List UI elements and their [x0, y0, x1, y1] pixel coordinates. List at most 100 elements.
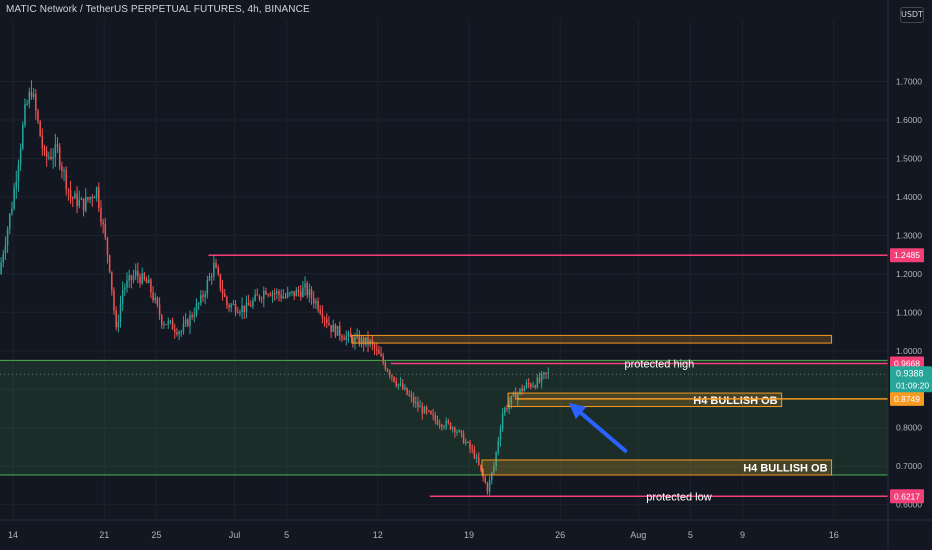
- candle-up: [295, 289, 298, 297]
- candle-up: [464, 442, 467, 444]
- candle-down: [527, 382, 530, 385]
- candle-up: [208, 276, 211, 281]
- x-tick-label: 25: [151, 530, 161, 540]
- candle-up: [517, 393, 519, 400]
- candle-up: [11, 208, 13, 214]
- order-block-zone[interactable]: [481, 459, 833, 476]
- candle-down: [217, 267, 219, 275]
- order-block-zone[interactable]: [351, 334, 833, 344]
- candle-down: [210, 276, 213, 278]
- candle-up: [0, 262, 2, 274]
- candle-down: [321, 313, 324, 319]
- candle-down: [41, 136, 44, 149]
- candle-up: [9, 213, 11, 229]
- candle-up: [291, 291, 293, 293]
- candle-up: [282, 296, 285, 299]
- candle-up: [147, 279, 150, 284]
- candle-down: [349, 332, 352, 338]
- candle-up: [488, 480, 491, 492]
- candle-down: [538, 377, 541, 382]
- candle-down: [339, 325, 341, 336]
- order-block-label: H4 BULLISH OB: [743, 463, 827, 475]
- candle-down: [375, 348, 378, 351]
- candle-up: [369, 340, 371, 345]
- candle-down: [243, 305, 246, 313]
- candle-down: [82, 198, 85, 211]
- candle-up: [204, 293, 206, 298]
- candle-down: [467, 442, 469, 444]
- candle-down: [401, 383, 404, 390]
- currency-button[interactable]: USDT: [900, 7, 924, 23]
- candle-up: [180, 331, 183, 333]
- candle-up: [89, 197, 91, 200]
- y-tick-label: 1.4000: [896, 192, 922, 202]
- candle-down: [158, 304, 161, 316]
- price-level-badge-label: 0.9668: [894, 359, 920, 369]
- candle-up: [286, 292, 289, 297]
- candle-up: [163, 324, 165, 326]
- candle-up: [302, 287, 304, 297]
- x-tick-label: 12: [373, 530, 383, 540]
- candle-up: [74, 193, 76, 199]
- candle-down: [545, 372, 547, 374]
- candle-down: [393, 376, 395, 382]
- candle-up: [252, 300, 254, 307]
- candle-up: [345, 335, 348, 340]
- candle-up: [32, 93, 35, 97]
- price-level-badge-label: 1.2485: [894, 250, 920, 260]
- candle-up: [271, 292, 274, 296]
- candle-down: [191, 315, 193, 318]
- candle-up: [193, 315, 196, 318]
- candle-up: [512, 392, 515, 396]
- candle-down: [111, 271, 113, 291]
- candle-down: [469, 442, 471, 449]
- candle-down: [91, 197, 94, 199]
- candle-down: [258, 295, 261, 299]
- candle-up: [167, 321, 170, 325]
- candle-up: [336, 325, 339, 336]
- y-tick-label: 1.6000: [896, 115, 922, 125]
- candle-down: [145, 279, 148, 284]
- arrow-head: [568, 402, 587, 420]
- candle-down: [39, 121, 41, 137]
- candle-up: [239, 312, 241, 314]
- candle-down: [447, 420, 450, 423]
- candle-down: [37, 110, 39, 122]
- candle-down: [408, 394, 411, 396]
- candle-up: [52, 157, 54, 159]
- candle-down: [43, 148, 46, 152]
- candle-down: [388, 371, 391, 376]
- order-block-zone[interactable]: [507, 392, 783, 408]
- candle-up: [15, 180, 18, 189]
- candle-down: [174, 329, 176, 332]
- candle-up: [178, 332, 180, 335]
- candle-down: [462, 432, 465, 444]
- candle-down: [367, 337, 369, 345]
- candle-down: [226, 296, 228, 306]
- candle-up: [365, 337, 367, 345]
- candle-down: [61, 166, 63, 171]
- candle-down: [486, 482, 489, 492]
- candle-down: [380, 353, 382, 357]
- candle-up: [26, 103, 28, 105]
- candle-down: [56, 144, 59, 147]
- candle-down: [223, 293, 226, 297]
- candle-up: [28, 92, 31, 104]
- candle-up: [24, 103, 26, 125]
- candle-down: [104, 224, 107, 238]
- candle-up: [63, 170, 65, 172]
- x-tick-label: 5: [688, 530, 693, 540]
- candle-down: [473, 449, 476, 458]
- x-tick-label: 19: [464, 530, 474, 540]
- candle-down: [382, 356, 384, 363]
- candle-up: [132, 275, 135, 280]
- candle-up: [200, 295, 202, 304]
- candle-up: [504, 408, 506, 414]
- candle-down: [460, 430, 463, 433]
- candle-down: [438, 424, 441, 426]
- candle-down: [150, 279, 152, 293]
- candle-up: [6, 228, 9, 246]
- candle-down: [280, 294, 282, 299]
- candle-up: [354, 337, 356, 344]
